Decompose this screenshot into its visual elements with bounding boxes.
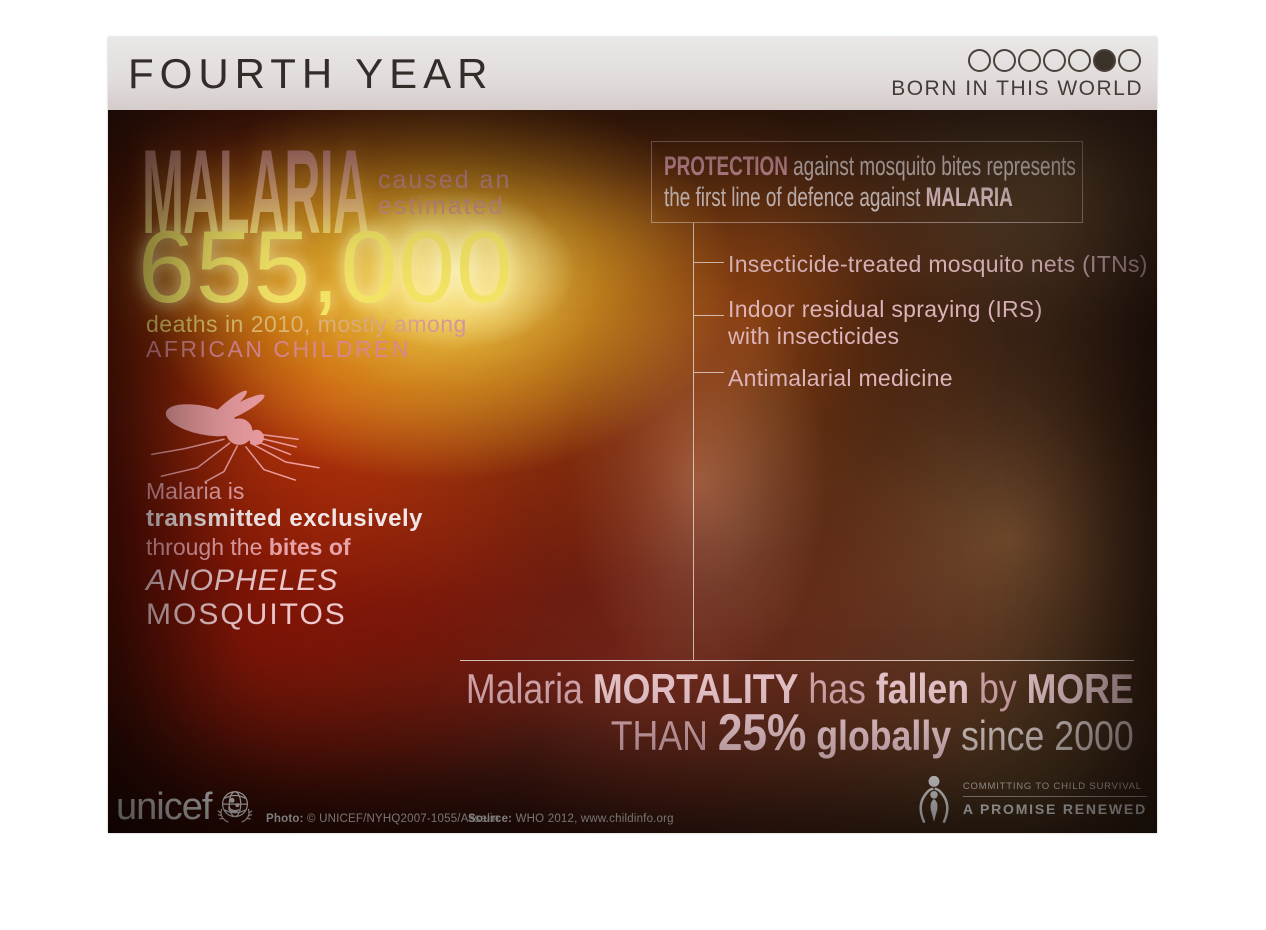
- protection-heading-bold2: MALARIA: [925, 182, 1013, 212]
- mortality-seg: THAN: [610, 712, 709, 759]
- transmission-line3: through the bites of: [146, 533, 423, 561]
- transmission-line4: ANOPHELES: [146, 564, 339, 597]
- caused-estimated-text: caused an estimated: [378, 166, 512, 220]
- series-label: BORN IN THIS WORLD: [891, 77, 1143, 100]
- source-credit-label: Source:: [468, 813, 513, 825]
- protection-heading-rest2: the first line of defence against: [664, 182, 921, 212]
- mortality-percentage: 25%: [718, 704, 807, 762]
- progress-dot: [993, 49, 1016, 72]
- transmission-line5: MOSQUITOS: [146, 598, 347, 631]
- protection-heading-rest1: against mosquito bites represents: [793, 151, 1076, 181]
- promise-renewed-tagline: COMMITTING TO CHILD SURVIVAL: [962, 781, 1147, 797]
- infographic-poster: FOURTH YEAR BORN IN THIS WORLD MALARIA c…: [108, 37, 1157, 833]
- progress-dot: [1043, 49, 1066, 72]
- deaths-caption-line1: deaths in 2010, mostly among: [146, 311, 467, 337]
- promise-renewed-logo: COMMITTING TO CHILD SURVIVAL A PROMISE R…: [913, 773, 1147, 825]
- photo-credit: Photo: © UNICEF/NYHQ2007-1055/Asselin: [266, 813, 499, 825]
- mortality-seg-bold: MORTALITY: [593, 665, 799, 712]
- protection-heading-bold: PROTECTION: [664, 151, 788, 181]
- progress-dot: [1018, 49, 1041, 72]
- connector-tick: [694, 315, 724, 316]
- protection-box: PROTECTION against mosquito bites repres…: [651, 141, 1083, 223]
- mortality-line2: THAN 25% globally since 2000: [466, 707, 1134, 759]
- page-title: FOURTH YEAR: [128, 50, 494, 97]
- promise-renewed-title: A PROMISE RENEWED: [962, 801, 1147, 817]
- unicef-logo: unicef: [116, 786, 256, 828]
- mortality-statement: Malaria MORTALITY has fallen by MORE THA…: [348, 667, 1134, 760]
- promise-renewed-text: COMMITTING TO CHILD SURVIVAL A PROMISE R…: [962, 781, 1147, 817]
- protection-item-line: with insecticides: [728, 323, 900, 349]
- transmission-line1: Malaria is: [146, 478, 245, 504]
- protection-item-line: Insecticide-treated mosquito nets (ITNs): [728, 251, 1148, 277]
- progress-dot: [1118, 49, 1141, 72]
- transmission-line3-regular: through the: [146, 534, 263, 560]
- mortality-line1: Malaria MORTALITY has fallen by MORE: [466, 667, 1134, 711]
- mortality-seg-bold: MORE: [1026, 665, 1134, 712]
- divider-line: [460, 660, 1134, 661]
- connector-vertical-line: [693, 223, 694, 660]
- protection-item-line: Indoor residual spraying (IRS): [728, 296, 1043, 322]
- source-credit-text: WHO 2012, www.childinfo.org: [515, 813, 674, 825]
- protection-item: Indoor residual spraying (IRS) with inse…: [728, 296, 1043, 350]
- transmission-text-block: Malaria is transmitted exclusively throu…: [146, 478, 423, 632]
- progress-dot: [968, 49, 991, 72]
- mortality-seg-bold: globally: [816, 712, 952, 759]
- progress-dots: [968, 49, 1141, 72]
- connector-tick: [694, 372, 724, 373]
- deaths-number: 655,000: [138, 210, 514, 324]
- unicef-emblem-icon: [217, 791, 253, 823]
- protection-item: Antimalarial medicine: [728, 365, 953, 392]
- protection-item: Insecticide-treated mosquito nets (ITNs): [728, 251, 1148, 278]
- header-bar: FOURTH YEAR BORN IN THIS WORLD: [108, 37, 1157, 110]
- mortality-seg: has: [808, 665, 867, 712]
- transmission-line2: transmitted exclusively: [146, 505, 423, 532]
- progress-dot-filled: [1093, 49, 1116, 72]
- mosquito-icon: [148, 384, 338, 489]
- transmission-line3-bold: bites of: [268, 534, 351, 560]
- photo-credit-text: © UNICEF/NYHQ2007-1055/Asselin: [307, 813, 500, 825]
- unicef-wordmark: unicef: [116, 786, 212, 828]
- photo-background: MALARIA caused an estimated 655,000 deat…: [108, 110, 1157, 833]
- caused-line1: caused an: [378, 166, 512, 194]
- progress-dot: [1068, 49, 1091, 72]
- photo-credit-label: Photo:: [266, 813, 304, 825]
- connector-tick: [694, 262, 724, 263]
- deaths-caption-line2: AFRICAN CHILDREN: [146, 336, 411, 362]
- protection-heading: PROTECTION against mosquito bites repres…: [664, 151, 1084, 213]
- malaria-headline: MALARIA: [142, 125, 369, 259]
- mortality-seg: Malaria: [466, 665, 584, 712]
- source-credit: Source: WHO 2012, www.childinfo.org: [468, 813, 674, 825]
- protection-item-line: Antimalarial medicine: [728, 365, 953, 391]
- mortality-seg: by: [979, 665, 1017, 712]
- caused-line2: estimated: [378, 191, 505, 220]
- mortality-seg-bold: fallen: [876, 665, 970, 712]
- promise-renewed-icon: [919, 775, 949, 823]
- mortality-seg: since 2000: [961, 712, 1134, 759]
